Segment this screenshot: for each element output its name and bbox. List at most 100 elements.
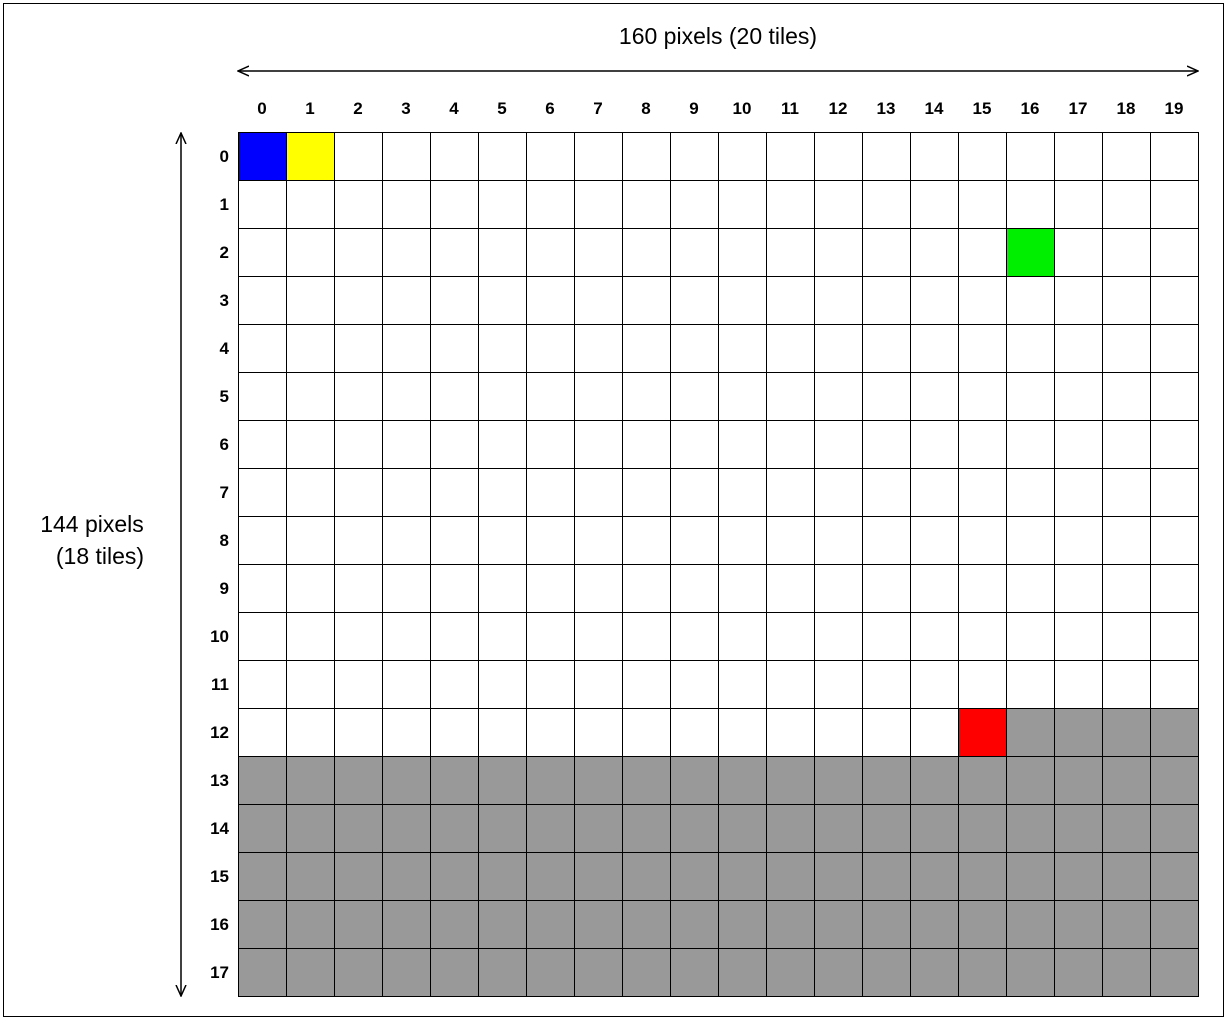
tile-r10-c9: [670, 612, 719, 661]
tile-r11-c2: [334, 660, 383, 709]
tile-r6-c1: [286, 420, 335, 469]
tile-r14-c8-filled: [622, 804, 671, 853]
tile-r10-c4: [430, 612, 479, 661]
row-label-17: 17: [210, 963, 229, 982]
column-label-1: 1: [305, 99, 314, 118]
tile-r3-c4: [430, 276, 479, 325]
tile-r2-c13: [862, 228, 911, 277]
tile-r16-c4-filled: [430, 900, 479, 949]
tile-r9-c6: [526, 564, 575, 613]
tile-r11-c14: [910, 660, 959, 709]
tile-r0-c12: [814, 132, 863, 181]
tile-r14-c10-filled: [718, 804, 767, 853]
tile-r10-c3: [382, 612, 431, 661]
column-label-17: 17: [1069, 99, 1088, 118]
tile-r3-c13: [862, 276, 911, 325]
tile-r0-c17: [1054, 132, 1103, 181]
tile-r11-c1: [286, 660, 335, 709]
tile-r17-c6-filled: [526, 948, 575, 997]
tile-r10-c11: [766, 612, 815, 661]
tile-r11-c8: [622, 660, 671, 709]
row-label-6: 6: [220, 435, 229, 454]
diagram-frame: [3, 3, 1224, 1017]
tile-r0-c13: [862, 132, 911, 181]
row-label-2: 2: [220, 243, 229, 262]
tile-r8-c18: [1102, 516, 1151, 565]
tile-r17-c14-filled: [910, 948, 959, 997]
tile-r4-c3: [382, 324, 431, 373]
tile-r10-c19: [1150, 612, 1199, 661]
tile-r16-c7-filled: [574, 900, 623, 949]
tile-r15-c0-filled: [238, 852, 287, 901]
tile-r5-c2: [334, 372, 383, 421]
tile-r5-c10: [718, 372, 767, 421]
tile-r11-c9: [670, 660, 719, 709]
tile-r11-c16: [1006, 660, 1055, 709]
tile-r14-c2-filled: [334, 804, 383, 853]
tile-r0-c1-yellow: [286, 132, 335, 181]
tile-r11-c19: [1150, 660, 1199, 709]
tile-r8-c14: [910, 516, 959, 565]
tile-r5-c0: [238, 372, 287, 421]
tile-r0-c6: [526, 132, 575, 181]
tile-r9-c15: [958, 564, 1007, 613]
tile-r15-c3-filled: [382, 852, 431, 901]
tile-r2-c5: [478, 228, 527, 277]
tile-r4-c7: [574, 324, 623, 373]
tile-r15-c11-filled: [766, 852, 815, 901]
tile-r10-c1: [286, 612, 335, 661]
tile-r8-c11: [766, 516, 815, 565]
tile-r10-c12: [814, 612, 863, 661]
tile-r8-c8: [622, 516, 671, 565]
tile-r12-c11: [766, 708, 815, 757]
tile-r1-c13: [862, 180, 911, 229]
tile-r4-c8: [622, 324, 671, 373]
tile-r13-c5-filled: [478, 756, 527, 805]
tile-r12-c9: [670, 708, 719, 757]
row-label-0: 0: [220, 147, 229, 166]
tile-r1-c14: [910, 180, 959, 229]
tile-r4-c17: [1054, 324, 1103, 373]
tile-r2-c19: [1150, 228, 1199, 277]
tile-r16-c6-filled: [526, 900, 575, 949]
tile-r5-c18: [1102, 372, 1151, 421]
tile-r14-c6-filled: [526, 804, 575, 853]
tile-r7-c2: [334, 468, 383, 517]
tile-r6-c7: [574, 420, 623, 469]
tile-r12-c7: [574, 708, 623, 757]
tile-r0-c2: [334, 132, 383, 181]
tile-r1-c7: [574, 180, 623, 229]
tile-r5-c12: [814, 372, 863, 421]
tile-r12-c12: [814, 708, 863, 757]
tile-r11-c17: [1054, 660, 1103, 709]
column-label-12: 12: [829, 99, 848, 118]
tile-r0-c19: [1150, 132, 1199, 181]
tile-r16-c10-filled: [718, 900, 767, 949]
column-label-18: 18: [1117, 99, 1136, 118]
tile-r7-c7: [574, 468, 623, 517]
tile-r3-c1: [286, 276, 335, 325]
tile-r8-c6: [526, 516, 575, 565]
tile-r0-c8: [622, 132, 671, 181]
tile-r13-c8-filled: [622, 756, 671, 805]
tile-r7-c13: [862, 468, 911, 517]
tile-r0-c3: [382, 132, 431, 181]
tile-r8-c15: [958, 516, 1007, 565]
tile-r8-c9: [670, 516, 719, 565]
tile-r4-c19: [1150, 324, 1199, 373]
tile-r10-c2: [334, 612, 383, 661]
tile-r0-c9: [670, 132, 719, 181]
tile-r16-c8-filled: [622, 900, 671, 949]
tile-r7-c19: [1150, 468, 1199, 517]
tile-r16-c15-filled: [958, 900, 1007, 949]
tile-grid: [238, 132, 1199, 997]
row-label-14: 14: [210, 819, 229, 838]
tile-r0-c4: [430, 132, 479, 181]
tile-r1-c18: [1102, 180, 1151, 229]
row-label-3: 3: [220, 291, 229, 310]
tile-r17-c19-filled: [1150, 948, 1199, 997]
tile-r15-c9-filled: [670, 852, 719, 901]
tile-r13-c0-filled: [238, 756, 287, 805]
tile-r16-c13-filled: [862, 900, 911, 949]
tile-r3-c19: [1150, 276, 1199, 325]
